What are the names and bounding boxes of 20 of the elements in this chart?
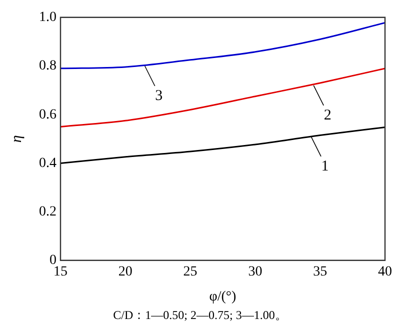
annotation: 3 [155, 88, 163, 104]
x-tick-label: 30 [248, 264, 262, 280]
x-tick-label: 25 [183, 264, 198, 280]
y-tick-label: 0.2 [39, 204, 56, 220]
text: C/D：1—0.50; 2—0.75; 3—1.00。 [112, 307, 288, 324]
x-tick-label: 35 [313, 264, 328, 280]
line-series [60, 22, 385, 70]
line-series [60, 68, 385, 128]
y-tick-label: 0.8 [39, 58, 56, 74]
annotation: 2 [324, 107, 332, 124]
y-tick-label: 0 [50, 253, 56, 268]
annotation: 1 [321, 158, 329, 174]
y-tick-label: 1.0 [39, 10, 56, 26]
x-tick-label: 15 [54, 264, 68, 280]
y-axis-title: η [8, 135, 25, 143]
x-tick-label: 40 [378, 264, 392, 280]
x-axis-title: φ/(°) [209, 289, 237, 304]
x-tick-label: 20 [118, 264, 132, 280]
y-tick-label: 0.4 [39, 156, 56, 171]
y-tick-label: 0.6 [39, 107, 56, 122]
